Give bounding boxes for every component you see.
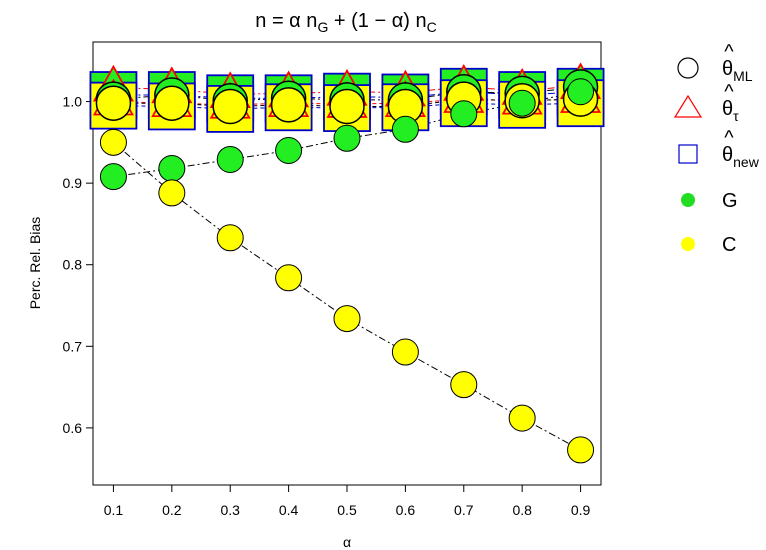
legend-symbol-0	[677, 57, 699, 79]
x-axis: 0.1 0.2 0.3 0.4 0.5 0.6 0.7 0.8 0.9	[104, 485, 591, 518]
legend-hat-1: ^	[724, 81, 734, 103]
legend-item-1: ^θτ	[673, 81, 739, 124]
y-tick-label: 0.9	[63, 175, 83, 191]
legend-label-sub: τ	[733, 108, 739, 124]
point-G-reference-4	[333, 124, 361, 152]
point-C-ML-1	[154, 85, 190, 121]
legend-label-sub: ML	[733, 68, 753, 84]
x-tick-label: 0.1	[104, 502, 124, 518]
point-C-ML-0	[95, 85, 132, 121]
point-C-reference-8	[567, 436, 595, 464]
legend-label-base: θ	[722, 58, 733, 80]
point-C-reference-0	[99, 128, 127, 156]
point-C-reference-6	[450, 371, 478, 399]
point-G-reference-1	[158, 154, 186, 182]
legend-symbol-3	[681, 193, 695, 207]
legend-symbol-1	[673, 94, 703, 118]
point-C-ML-4	[329, 88, 365, 125]
x-tick-label: 0.6	[396, 502, 416, 518]
point-C-reference-5	[391, 338, 419, 366]
x-tick-label: 0.9	[571, 502, 591, 518]
legend-label-base: C	[722, 234, 736, 256]
legend-item-0: ^θML	[677, 41, 753, 84]
series-line-C-reference	[113, 141, 581, 451]
legend-label-base: θ	[722, 98, 733, 120]
x-axis-label: α	[343, 534, 351, 550]
y-tick-label: 0.6	[63, 420, 83, 436]
legend-symbol-4	[681, 237, 695, 251]
x-tick-label: 0.4	[279, 502, 299, 518]
chart-title: n = α nG + (1 − α) nC	[255, 10, 436, 35]
point-C-reference-3	[275, 264, 303, 292]
point-C-reference-7	[508, 404, 536, 432]
point-C-ML-2	[212, 88, 248, 125]
y-tick-label: 0.8	[63, 257, 83, 273]
y-tick-label: 1.0	[63, 94, 83, 110]
legend-item-2: ^θnew	[678, 127, 760, 170]
title-middle: + (1 − α) n	[328, 10, 426, 32]
legend-label-base: θ	[722, 144, 733, 166]
legend-label-4: C	[722, 234, 736, 256]
point-C-ML-3	[270, 87, 307, 123]
legend-item-4: C	[681, 234, 736, 256]
point-C-reference-4	[333, 305, 361, 333]
point-G-reference-5	[391, 115, 419, 143]
legend-label-2: θnew	[722, 144, 760, 170]
y-tick-label: 0.7	[63, 338, 83, 354]
svg-text:n = α nG + (1 − α) nC: n = α nG + (1 − α) nC	[255, 10, 436, 35]
point-C-reference-2	[216, 224, 244, 252]
point-G-reference-0	[99, 163, 127, 191]
title-sub-g: G	[317, 19, 328, 35]
legend-label-1: θτ	[722, 98, 739, 124]
legend-label-3: G	[722, 190, 738, 212]
title-sub-c: C	[427, 19, 437, 35]
legend-label-0: θML	[722, 58, 753, 84]
point-G-reference-8	[567, 78, 595, 106]
point-G-reference-7	[508, 89, 536, 117]
x-tick-label: 0.7	[454, 502, 474, 518]
point-G-reference-2	[216, 145, 244, 173]
x-tick-label: 0.5	[337, 502, 357, 518]
x-tick-label: 0.3	[220, 502, 240, 518]
legend-label-base: G	[722, 190, 738, 212]
y-axis: 0.6 0.7 0.8 0.9 1.0	[63, 94, 93, 436]
y-axis-label: Perc. Rel. Bias	[27, 217, 43, 310]
legend-symbol-2	[678, 144, 698, 164]
point-G-reference-3	[275, 137, 303, 165]
point-G-reference-6	[450, 100, 478, 128]
title-prefix: n = α n	[255, 10, 317, 32]
x-tick-label: 0.8	[512, 502, 532, 518]
x-tick-label: 0.2	[162, 502, 182, 518]
legend-hat-2: ^	[724, 127, 734, 149]
legend-hat-0: ^	[724, 41, 734, 63]
point-C-reference-1	[158, 179, 186, 207]
series-marks	[89, 62, 605, 464]
legend-label-sub: new	[733, 154, 760, 170]
legend-item-3: G	[681, 190, 738, 212]
